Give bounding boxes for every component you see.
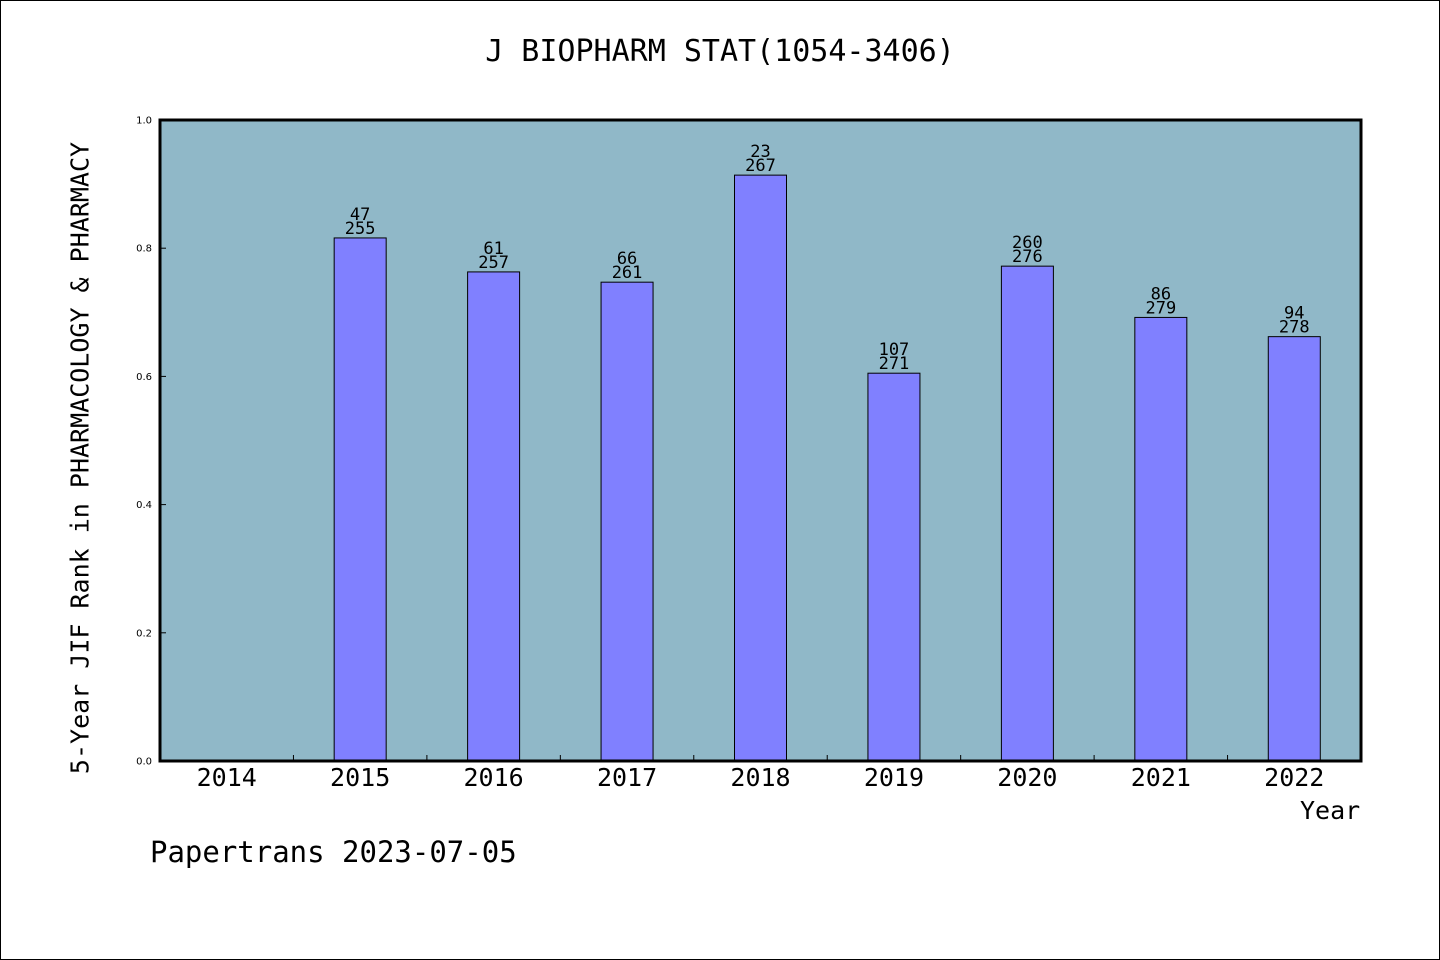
total-label-2021: 279 (1145, 298, 1176, 318)
y-tick-label: 0.6 (136, 372, 152, 383)
rank-label-2016: 61 (483, 239, 503, 259)
rank-label-2020: 260 (1012, 233, 1043, 253)
total-label-2015: 255 (345, 219, 376, 239)
rank-label-2017: 66 (617, 249, 637, 269)
rank-label-2019: 107 (879, 340, 910, 360)
footer-credit: Papertrans 2023-07-05 (150, 835, 517, 869)
x-tick-label-2018: 2018 (730, 763, 790, 792)
y-tick-label: 0.2 (136, 628, 152, 639)
total-label-2018: 267 (745, 156, 776, 176)
bar-2022 (1267, 336, 1321, 762)
total-label-2019: 271 (879, 354, 910, 374)
x-tick-label-2014: 2014 (197, 763, 257, 792)
x-tick-label-2016: 2016 (464, 763, 524, 792)
total-label-2017: 261 (612, 263, 643, 283)
total-label-2022: 278 (1279, 318, 1310, 338)
y-tick-label: 0.4 (136, 500, 152, 511)
x-axis-label: Year (1300, 796, 1361, 825)
x-tick-label-2017: 2017 (597, 763, 657, 792)
bar-2015 (333, 237, 387, 762)
bar-2021 (1134, 316, 1188, 762)
total-label-2020: 276 (1012, 247, 1043, 267)
bar-2018 (734, 174, 787, 762)
total-label-2016: 257 (478, 253, 509, 273)
x-tick-label-2020: 2020 (997, 763, 1057, 792)
y-tick-label: 0.0 (136, 757, 152, 768)
rank-label-2018: 23 (750, 142, 770, 162)
bar-2020 (1000, 265, 1054, 762)
rank-label-2015: 47 (350, 205, 370, 225)
x-tick-label-2015: 2015 (330, 763, 390, 792)
bar-2017 (600, 281, 654, 762)
bar-2016 (467, 271, 521, 762)
chart-title: J BIOPHARM STAT(1054-3406) (485, 34, 955, 69)
rank-label-2021: 86 (1151, 284, 1171, 304)
bar-2019 (867, 372, 921, 762)
y-tick-label: 0.8 (136, 244, 152, 255)
x-tick-label-2019: 2019 (864, 763, 924, 792)
rank-label-2022: 94 (1284, 304, 1304, 324)
x-tick-label-2021: 2021 (1131, 763, 1191, 792)
y-tick-label: 1.0 (136, 116, 152, 127)
x-tick-label-2022: 2022 (1264, 763, 1324, 792)
plot-border (158, 118, 1363, 763)
